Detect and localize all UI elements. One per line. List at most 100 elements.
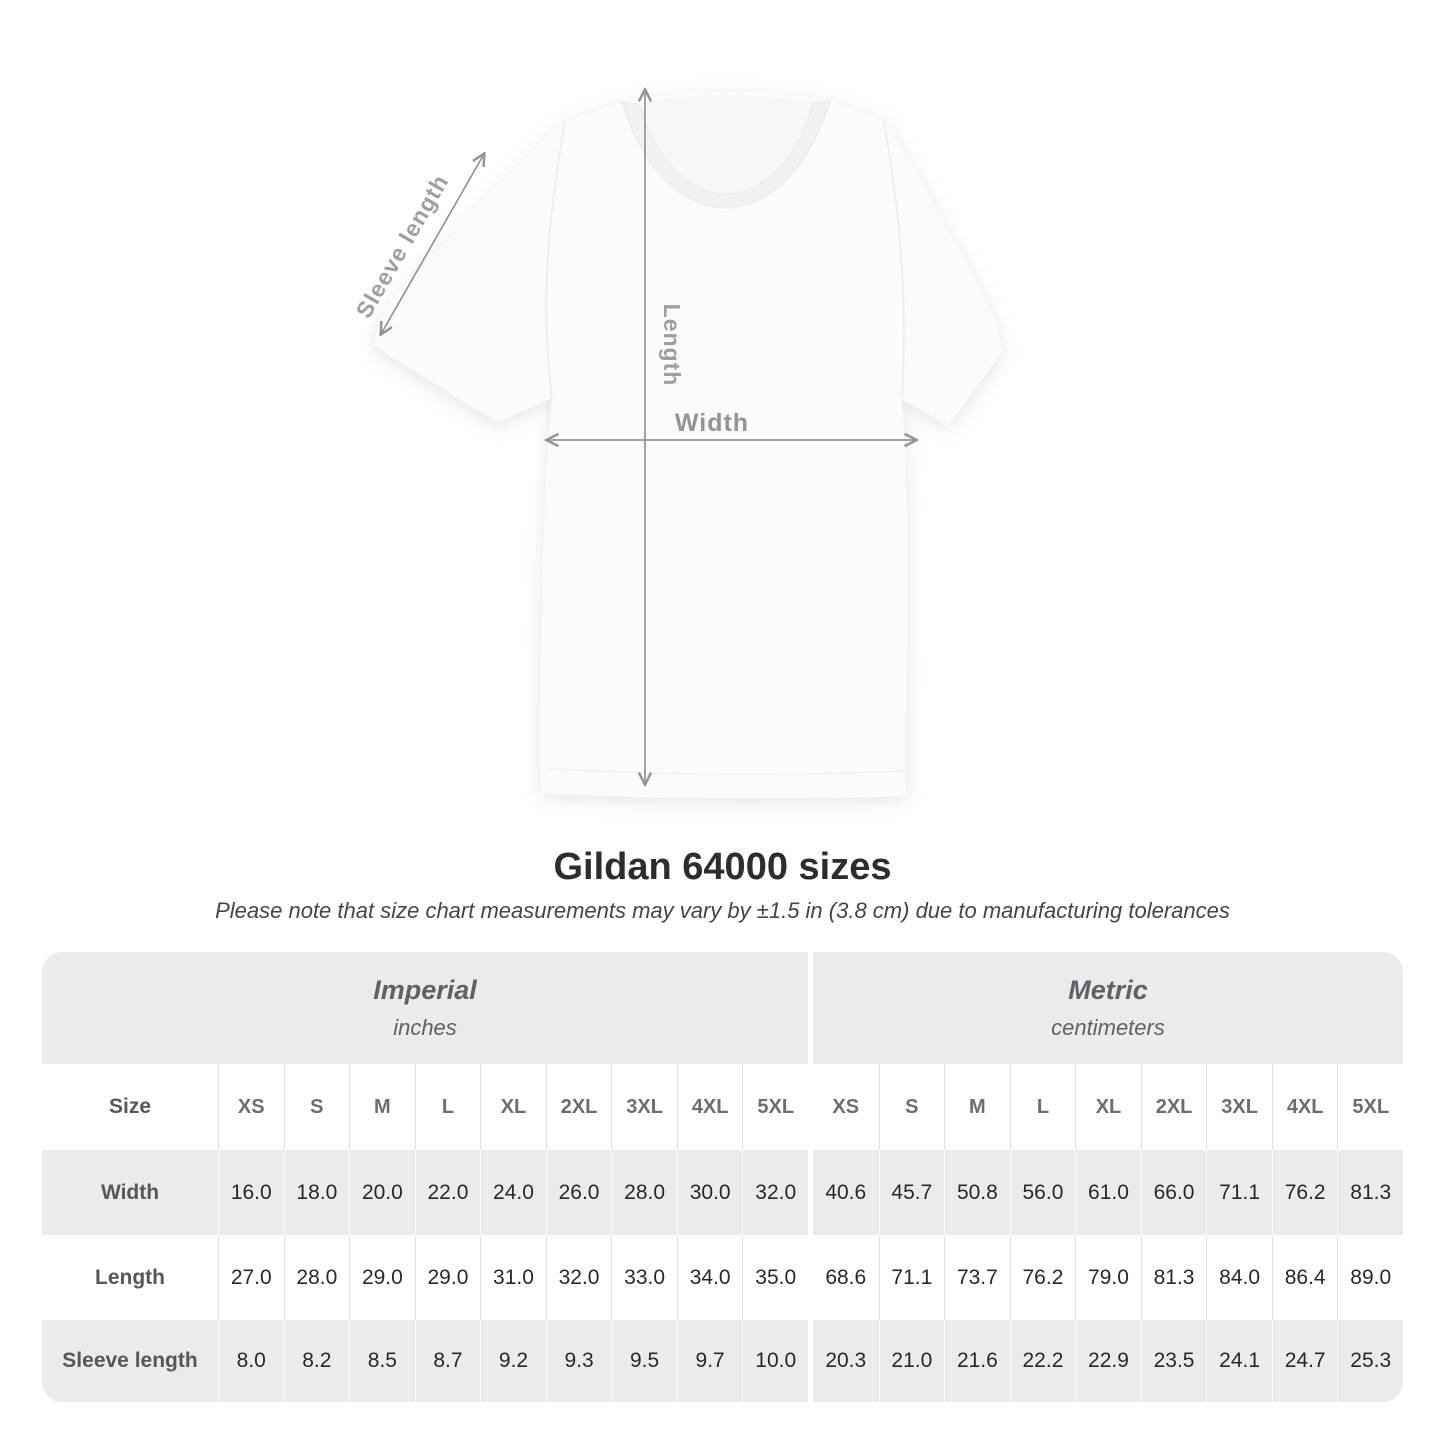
value-cell: 8.2 — [283, 1320, 350, 1402]
value-cell: 9.5 — [611, 1320, 677, 1402]
value-cell: 9.3 — [545, 1320, 612, 1402]
col-header: 2XL — [1140, 1064, 1207, 1150]
section-divider — [808, 1150, 813, 1235]
col-header: 5XL — [742, 1064, 808, 1150]
value-cell: 24.1 — [1206, 1320, 1272, 1402]
col-header: XS — [832, 1095, 860, 1118]
value-cell: 89.0 — [1337, 1235, 1403, 1320]
tolerance-note: Please note that size chart measurements… — [215, 898, 1230, 923]
table-row-length: Length 27.0 28.0 29.0 29.0 31.0 32.0 33.… — [42, 1235, 1403, 1320]
value-cell: 16.0 — [218, 1150, 284, 1235]
value-cell: 9.2 — [480, 1320, 546, 1402]
value-cell: 33.0 — [611, 1235, 677, 1320]
value-cell: 23.5 — [1140, 1320, 1207, 1402]
col-header: M — [349, 1064, 415, 1150]
value-cell: 28.0 — [283, 1235, 350, 1320]
value-cell: 22.2 — [1009, 1320, 1076, 1402]
value-cell: 32.0 — [742, 1150, 808, 1235]
metric-subtitle: centimeters — [1051, 1015, 1165, 1040]
value-cell: 79.0 — [1075, 1235, 1141, 1320]
unit-header-row: Imperial inches Metric centimeters — [42, 952, 1403, 1064]
col-header: 4XL — [1271, 1064, 1338, 1150]
value-cell: 35.0 — [742, 1235, 808, 1320]
value-cell: 9.7 — [676, 1320, 743, 1402]
col-header: L — [414, 1064, 481, 1150]
value-cell: 30.0 — [676, 1150, 743, 1235]
value-cell: 40.6 — [825, 1180, 867, 1204]
col-header: L — [1009, 1064, 1076, 1150]
value-cell: 76.2 — [1009, 1235, 1076, 1320]
value-cell: 84.0 — [1206, 1235, 1272, 1320]
value-cell: 28.0 — [611, 1150, 677, 1235]
col-header: M — [944, 1064, 1010, 1150]
col-header: XS — [218, 1064, 284, 1150]
value-cell: 24.7 — [1271, 1320, 1338, 1402]
value-cell: 27.0 — [218, 1235, 284, 1320]
imperial-header: Imperial inches — [42, 952, 808, 1064]
value-cell: 20.3 — [825, 1349, 867, 1372]
value-cell: 8.0 — [218, 1320, 284, 1402]
value-cell: 25.3 — [1337, 1320, 1403, 1402]
metric-title: Metric — [1068, 975, 1148, 1005]
size-header-row: Size XS S M L XL 2XL 3XL 4XL 5XL XS S M … — [42, 1064, 1403, 1150]
value-cell: 61.0 — [1075, 1150, 1141, 1235]
value-cell: 73.7 — [944, 1235, 1010, 1320]
col-header: 4XL — [676, 1064, 743, 1150]
value-cell: 76.2 — [1271, 1150, 1338, 1235]
section-divider — [808, 1064, 813, 1150]
value-cell: 10.0 — [742, 1320, 808, 1402]
section-divider — [808, 1320, 813, 1402]
value-cell: 81.3 — [1140, 1235, 1207, 1320]
col-header: 2XL — [545, 1064, 612, 1150]
col-header: S — [878, 1064, 945, 1150]
value-cell: 22.9 — [1075, 1320, 1141, 1402]
value-cell: 26.0 — [545, 1150, 612, 1235]
metric-header: Metric centimeters — [813, 952, 1403, 1064]
value-cell: 66.0 — [1140, 1150, 1207, 1235]
page-title: Gildan 64000 sizes — [553, 846, 892, 888]
value-cell: 45.7 — [878, 1150, 945, 1235]
value-cell: 18.0 — [283, 1150, 350, 1235]
col-header: 3XL — [1206, 1064, 1272, 1150]
value-cell: 21.6 — [944, 1320, 1010, 1402]
value-cell: 81.3 — [1337, 1150, 1403, 1235]
value-cell: 86.4 — [1271, 1235, 1338, 1320]
value-cell: 21.0 — [878, 1320, 945, 1402]
value-cell: 20.0 — [349, 1150, 415, 1235]
table-row-width: Width 16.0 18.0 20.0 22.0 24.0 26.0 28.0… — [42, 1150, 1403, 1235]
value-cell: 24.0 — [480, 1150, 546, 1235]
value-cell: 32.0 — [545, 1235, 612, 1320]
size-column-label: Size — [108, 1095, 152, 1118]
col-header: 3XL — [611, 1064, 677, 1150]
value-cell: 71.1 — [1206, 1150, 1272, 1235]
value-cell: 34.0 — [676, 1235, 743, 1320]
value-cell: 8.7 — [414, 1320, 481, 1402]
value-cell: 8.5 — [349, 1320, 415, 1402]
size-table: Imperial inches Metric centimeters Size … — [42, 952, 1403, 1402]
value-cell: 29.0 — [414, 1235, 481, 1320]
tshirt-image — [372, 91, 1004, 799]
row-label: Length — [95, 1265, 165, 1289]
col-header: XL — [1075, 1064, 1141, 1150]
section-divider — [808, 952, 813, 1064]
col-header: XL — [480, 1064, 546, 1150]
length-label: Length — [659, 304, 685, 387]
row-label: Width — [100, 1180, 160, 1204]
value-cell: 71.1 — [878, 1235, 945, 1320]
imperial-title: Imperial — [373, 975, 477, 1005]
imperial-subtitle: inches — [393, 1015, 457, 1040]
value-cell: 56.0 — [1009, 1150, 1076, 1235]
section-divider — [808, 1235, 813, 1320]
row-label: Sleeve length — [62, 1349, 198, 1372]
col-header: S — [283, 1064, 350, 1150]
measurement-arrows — [381, 90, 916, 784]
width-label: Width — [675, 409, 749, 437]
sleeve-length-arrow — [381, 154, 484, 334]
col-header: 5XL — [1337, 1064, 1403, 1150]
value-cell: 50.8 — [944, 1150, 1010, 1235]
value-cell: 68.6 — [825, 1265, 867, 1289]
value-cell: 31.0 — [480, 1235, 546, 1320]
value-cell: 22.0 — [414, 1150, 481, 1235]
value-cell: 29.0 — [349, 1235, 415, 1320]
